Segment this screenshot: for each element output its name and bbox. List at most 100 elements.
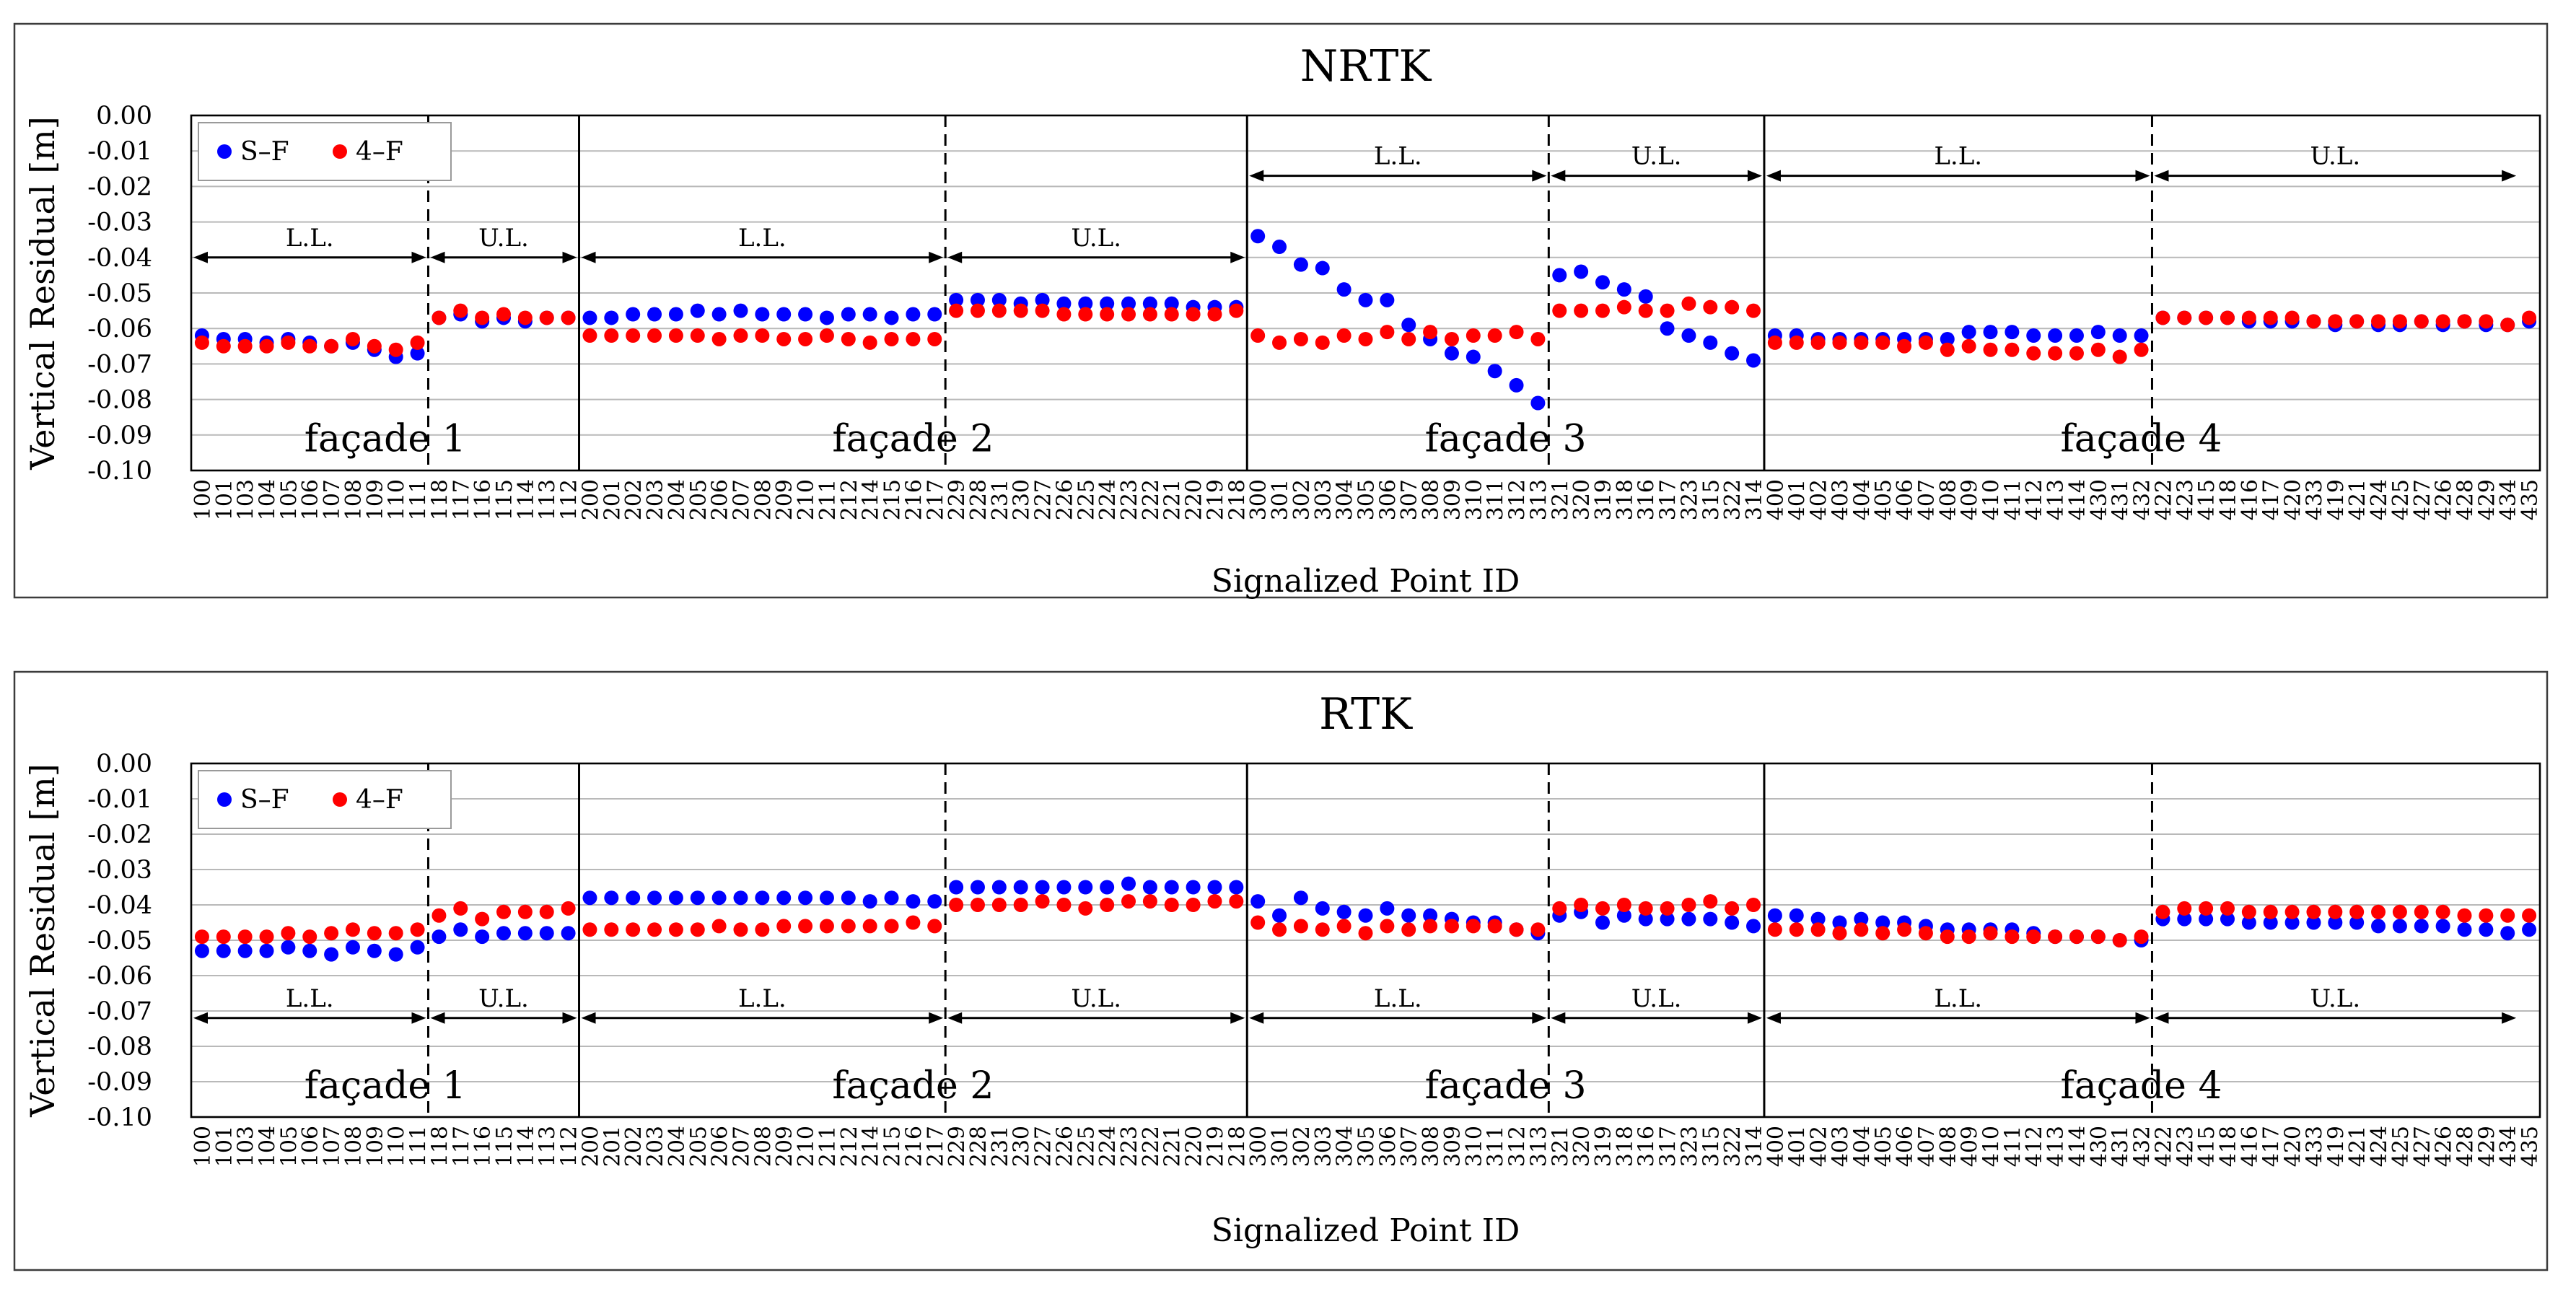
x-tick-label: 411 — [2000, 479, 2025, 520]
y-tick-label: -0.10 — [87, 457, 152, 486]
x-tick-label: 402 — [1807, 1126, 1832, 1167]
upper-level-arrowhead — [1551, 1012, 1566, 1024]
lower-level-label: L.L. — [738, 224, 787, 253]
x-tick-label: 433 — [2302, 1126, 2327, 1167]
x-tick-label: 423 — [2173, 479, 2198, 520]
data-point — [1035, 292, 1050, 307]
data-point — [755, 890, 770, 906]
x-tick-label: 201 — [600, 479, 625, 520]
data-point — [862, 335, 877, 350]
x-tick-label: 215 — [880, 1126, 906, 1167]
x-tick-label: 217 — [923, 1126, 948, 1167]
x-tick-label: 320 — [1569, 479, 1595, 520]
data-point — [2241, 310, 2256, 325]
data-point — [841, 331, 856, 346]
series-4f — [194, 296, 2537, 364]
upper-level-arrowhead — [562, 251, 577, 263]
x-tick-label: 431 — [2108, 479, 2134, 520]
data-point — [1530, 922, 1546, 937]
data-point — [1746, 898, 1761, 912]
x-tick-label: 101 — [212, 479, 237, 520]
data-point — [711, 307, 727, 322]
data-point — [668, 307, 683, 322]
x-tick-label: 401 — [1785, 1126, 1810, 1167]
y-tick-label: -0.04 — [87, 891, 152, 920]
x-tick-label: 108 — [341, 1126, 367, 1167]
x-tick-label: 422 — [2151, 1126, 2176, 1167]
y-tick-label: -0.03 — [87, 209, 152, 237]
data-point — [1616, 908, 1631, 923]
data-point — [2134, 342, 2149, 357]
x-tick-label: 211 — [815, 479, 841, 520]
data-point — [259, 338, 274, 354]
data-point — [1401, 331, 1416, 346]
legend: S–F 4–F — [198, 770, 452, 829]
x-tick-label: 313 — [1526, 479, 1551, 520]
data-point — [1638, 911, 1653, 927]
facade-label: façade 4 — [2061, 418, 2222, 461]
data-point — [755, 307, 770, 322]
x-tick-label: 434 — [2496, 479, 2521, 520]
lower-level-arrowhead — [411, 1012, 426, 1024]
x-tick-label: 315 — [1699, 1126, 1724, 1167]
data-point — [367, 338, 382, 354]
data-point — [2306, 904, 2321, 919]
x-tick-label: 226 — [1052, 1126, 1077, 1167]
x-tick-label: 103 — [234, 479, 259, 520]
data-point — [1789, 908, 1804, 923]
x-tick-label: 107 — [320, 1126, 345, 1167]
data-point — [517, 310, 533, 325]
data-point — [1875, 335, 1891, 350]
x-tick-label: 309 — [1440, 479, 1466, 520]
data-point — [517, 926, 533, 941]
x-tick-label: 405 — [1871, 479, 1896, 520]
data-point — [1056, 898, 1072, 912]
x-tick-label: 317 — [1656, 479, 1681, 520]
data-point — [668, 328, 683, 343]
data-point — [819, 919, 834, 934]
data-point — [1315, 901, 1330, 916]
data-point — [2457, 314, 2472, 329]
data-point — [1142, 296, 1157, 311]
y-tick-label: -0.06 — [87, 962, 152, 991]
data-point — [927, 331, 942, 346]
y-tick-label: -0.04 — [87, 244, 152, 273]
lower-level-arrowhead — [1766, 1012, 1781, 1024]
data-point — [1660, 303, 1675, 318]
lower-level-label: L.L. — [286, 224, 334, 253]
lower-level-arrowhead — [929, 1012, 944, 1024]
x-tick-label: 317 — [1656, 1126, 1681, 1167]
data-point — [949, 898, 964, 912]
x-tick-label: 202 — [621, 1126, 647, 1167]
x-tick-label: 310 — [1462, 479, 1487, 520]
data-point — [2349, 314, 2365, 329]
data-point — [1875, 915, 1891, 930]
x-tick-label: 318 — [1613, 479, 1638, 520]
x-tick-label: 414 — [2065, 479, 2090, 520]
data-point — [604, 328, 619, 343]
x-tick-label: 430 — [2087, 1126, 2112, 1167]
lower-level-label: L.L. — [1934, 142, 1982, 171]
y-tick-label: -0.05 — [87, 279, 152, 308]
x-tick-label: 305 — [1354, 479, 1380, 520]
data-point — [1509, 922, 1524, 937]
x-tick-label: 208 — [750, 479, 776, 520]
data-point — [1832, 926, 1847, 941]
x-tick-label: 203 — [643, 1126, 668, 1167]
data-point — [2328, 915, 2343, 930]
data-point — [345, 922, 360, 937]
upper-level-arrowhead — [2154, 170, 2169, 182]
data-point — [1358, 908, 1373, 923]
data-point — [1315, 335, 1330, 350]
data-point — [431, 310, 447, 325]
x-tick-label: 100 — [190, 479, 216, 520]
x-tick-label: 205 — [686, 1126, 711, 1167]
data-point — [1681, 911, 1696, 927]
x-tick-label: 429 — [2474, 479, 2500, 520]
x-tick-label: 307 — [1397, 1126, 1422, 1167]
data-point — [1250, 894, 1266, 909]
data-point — [991, 880, 1007, 895]
data-point — [798, 890, 813, 906]
data-point — [410, 922, 425, 937]
